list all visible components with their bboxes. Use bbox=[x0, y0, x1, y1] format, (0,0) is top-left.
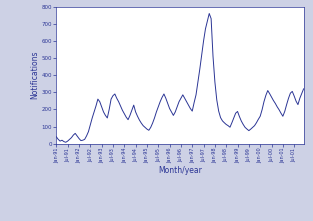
Y-axis label: Notifications: Notifications bbox=[30, 51, 39, 99]
X-axis label: Month/year: Month/year bbox=[158, 166, 202, 175]
